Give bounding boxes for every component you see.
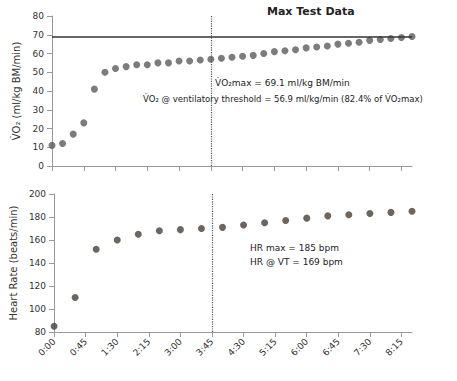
svg-text:5:15: 5:15 [257, 336, 278, 357]
svg-text:200: 200 [29, 189, 46, 199]
svg-text:4:30: 4:30 [226, 336, 248, 358]
svg-text:0: 0 [38, 161, 44, 171]
svg-text:20: 20 [33, 124, 45, 134]
svg-text:6:00: 6:00 [289, 336, 311, 358]
svg-text:180: 180 [29, 212, 46, 222]
svg-text:140: 140 [29, 258, 46, 268]
svg-text:HR @ VT = 169 bpm: HR @ VT = 169 bpm [250, 257, 343, 267]
svg-text:100: 100 [29, 304, 46, 314]
svg-text:3:00: 3:00 [163, 336, 185, 358]
svg-text:70: 70 [33, 30, 45, 40]
svg-text:50: 50 [33, 67, 45, 77]
svg-text:30: 30 [33, 105, 45, 115]
svg-text:10: 10 [33, 142, 45, 152]
svg-text:7:30: 7:30 [352, 336, 374, 358]
svg-text:120: 120 [29, 281, 46, 291]
svg-text:6:45: 6:45 [320, 336, 341, 357]
svg-text:8:15: 8:15 [384, 336, 405, 357]
svg-text:HR max = 185 bpm: HR max = 185 bpm [250, 243, 339, 253]
svg-text:80: 80 [35, 327, 47, 337]
svg-text:V̇O₂max = 69.1 ml/kg BM/min: V̇O₂max = 69.1 ml/kg BM/min [215, 77, 350, 88]
svg-text:40: 40 [33, 86, 45, 96]
svg-text:60: 60 [33, 49, 45, 59]
svg-text:V̇O₂ (ml/kg BM/min): V̇O₂ (ml/kg BM/min) [10, 42, 22, 141]
svg-text:160: 160 [29, 235, 46, 245]
svg-text:0:45: 0:45 [68, 336, 89, 357]
svg-text:0:00: 0:00 [36, 336, 58, 358]
svg-text:80: 80 [33, 11, 45, 21]
svg-text:Max Test Data: Max Test Data [267, 5, 355, 18]
svg-text:V̇O₂ @ ventilatory threshold =: V̇O₂ @ ventilatory threshold = 56.9 ml/k… [143, 93, 423, 104]
svg-text:Heart Rate (beats/min): Heart Rate (beats/min) [8, 205, 19, 320]
svg-text:3:45: 3:45 [194, 336, 215, 357]
svg-text:1:30: 1:30 [99, 336, 121, 358]
svg-text:2:15: 2:15 [131, 336, 152, 357]
